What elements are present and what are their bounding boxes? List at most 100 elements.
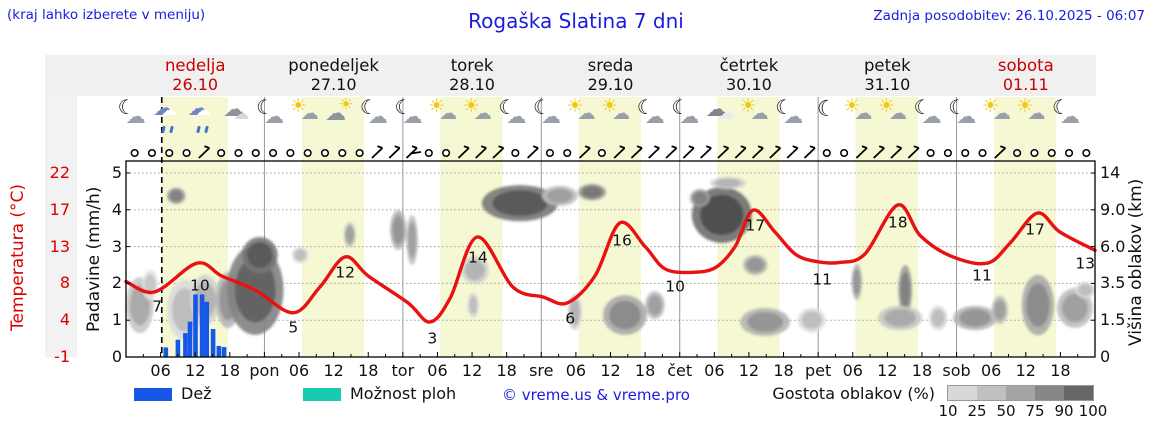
- x-hour-label: 18: [358, 361, 379, 380]
- glyph: ☀: [289, 95, 307, 117]
- x-hour-label: 18: [496, 361, 517, 380]
- glyph: ☁: [233, 104, 250, 123]
- glyph: ☾: [948, 95, 967, 119]
- glyph: ☁: [325, 101, 347, 125]
- wind-barb-icon: [527, 147, 539, 159]
- density-tick: 100: [1078, 402, 1108, 420]
- temperature-label: 3: [427, 329, 437, 347]
- x-day-label: sob: [942, 361, 971, 380]
- glyph: ☀: [843, 95, 861, 117]
- x-day-label: pon: [249, 361, 280, 380]
- day-name: četrtek: [719, 56, 779, 75]
- temperature-label: 13: [1075, 255, 1095, 273]
- last-update: Zadnja posodobitev: 26.10.2025 - 06:07: [873, 8, 1145, 24]
- sun-cloud-icon: ☀ ☁: [601, 95, 637, 138]
- x-hour-label: 18: [911, 361, 933, 380]
- wind-calm-icon: [303, 148, 312, 158]
- x-hour-label: 06: [980, 361, 1002, 380]
- x-hour-label: 18: [634, 361, 656, 380]
- glyph: ☁: [921, 104, 942, 128]
- wind-barb-icon: [717, 147, 730, 159]
- wind-barb-icon: [457, 147, 470, 159]
- wind-barb-icon: [734, 147, 747, 159]
- wind-calm-icon: [926, 148, 935, 158]
- moon-icon: ☾: [809, 99, 845, 138]
- glyph: ☁: [223, 97, 245, 121]
- wind-calm-icon: [1064, 148, 1074, 158]
- day-header: sobota 01.11: [957, 56, 1095, 94]
- menu-hint: (kraj lahko izberete v meniju): [7, 7, 206, 23]
- glyph: ☾: [1052, 95, 1070, 119]
- clouds-icon: ☁ ☁: [705, 99, 741, 138]
- day-header-strip: [45, 55, 1096, 96]
- rain-bar: [204, 301, 210, 357]
- moon-cloud-icon: ☾ ☁: [774, 97, 810, 138]
- density-seg: [1064, 386, 1093, 400]
- moon-cloud-icon: ☾ ☁: [117, 97, 153, 138]
- wind-calm-icon: [511, 148, 520, 158]
- rain-cloud-icon: ☁ ☁: [151, 98, 187, 138]
- wind-barb-icon: [873, 147, 885, 159]
- temp-tick: -1: [54, 347, 70, 366]
- wind-calm-icon: [1013, 148, 1022, 158]
- day-date: 26.10: [172, 75, 219, 94]
- sun-cloud-icon: ☀ ☁: [982, 97, 1018, 138]
- glyph: ☀: [601, 95, 619, 117]
- density-seg: [977, 386, 1006, 400]
- moon-cloud-icon: ☾ ☁: [947, 95, 983, 138]
- credit-link[interactable]: © vreme.us & vreme.pro: [502, 386, 690, 404]
- wind-barb-icon: [371, 147, 384, 159]
- glyph: ☾: [532, 95, 551, 119]
- temperature-label: 7: [152, 297, 162, 315]
- cloud-tick: 6.0: [1100, 236, 1126, 256]
- glyph: ☀: [428, 95, 446, 117]
- day-name: petek: [863, 56, 911, 75]
- temperature-label: 10: [665, 277, 685, 295]
- day-date: 30.10: [726, 75, 772, 94]
- glyph: ☁: [439, 103, 458, 124]
- day-date: 28.10: [449, 75, 495, 94]
- precip-tick: 4: [111, 199, 122, 219]
- temperature-label: 11: [972, 266, 992, 284]
- temperature-label: 5: [288, 318, 298, 336]
- glyph: ☾: [671, 95, 690, 119]
- temp-axis-strip: [45, 96, 77, 357]
- wind-barb-icon: [630, 147, 643, 159]
- wind-calm-icon: [597, 148, 606, 158]
- temp-tick: 4: [59, 310, 70, 330]
- rain-bar: [216, 345, 222, 357]
- wind-calm-icon: [269, 148, 278, 158]
- sun-cloud-icon: ☀ ☁: [1016, 97, 1052, 138]
- glyph: ☁: [540, 104, 561, 128]
- wind-calm-icon: [338, 148, 347, 158]
- wind-barb-icon: [786, 147, 799, 159]
- glyph: ☀: [878, 95, 896, 117]
- precip-tick: 0: [111, 347, 122, 366]
- wind-barb-icon: [492, 147, 505, 159]
- glyph: ☁: [264, 104, 285, 128]
- sun-cloud-icon: ☀ ☁: [843, 95, 879, 138]
- rain-bar: [210, 329, 216, 357]
- wind-calm-icon: [1082, 148, 1091, 158]
- glyph: ☾: [636, 95, 655, 119]
- temperature-label: 17: [1025, 220, 1045, 238]
- glyph: ☁: [854, 103, 873, 124]
- showers-swatch: [303, 388, 341, 401]
- day-name: sobota: [997, 56, 1054, 75]
- density-seg: [1006, 386, 1035, 400]
- cloud-sun-icon: ☀ ☁: [324, 97, 360, 138]
- cloud-icon: ☁ ☁: [220, 97, 256, 138]
- wind-calm-icon: [442, 148, 451, 158]
- density-tick: 50: [996, 402, 1016, 420]
- x-hour-label: 06: [842, 361, 863, 380]
- wind-barb-icon: [475, 147, 487, 159]
- rain-bar: [163, 347, 169, 357]
- wind-calm-icon: [563, 148, 572, 158]
- x-hour-label: 06: [704, 361, 725, 380]
- wind-calm-icon: [286, 148, 295, 158]
- rain-bar: [193, 294, 198, 357]
- temperature-label: 14: [468, 248, 488, 266]
- x-hour-label: 06: [427, 361, 448, 380]
- x-hour-label: 18: [773, 361, 794, 380]
